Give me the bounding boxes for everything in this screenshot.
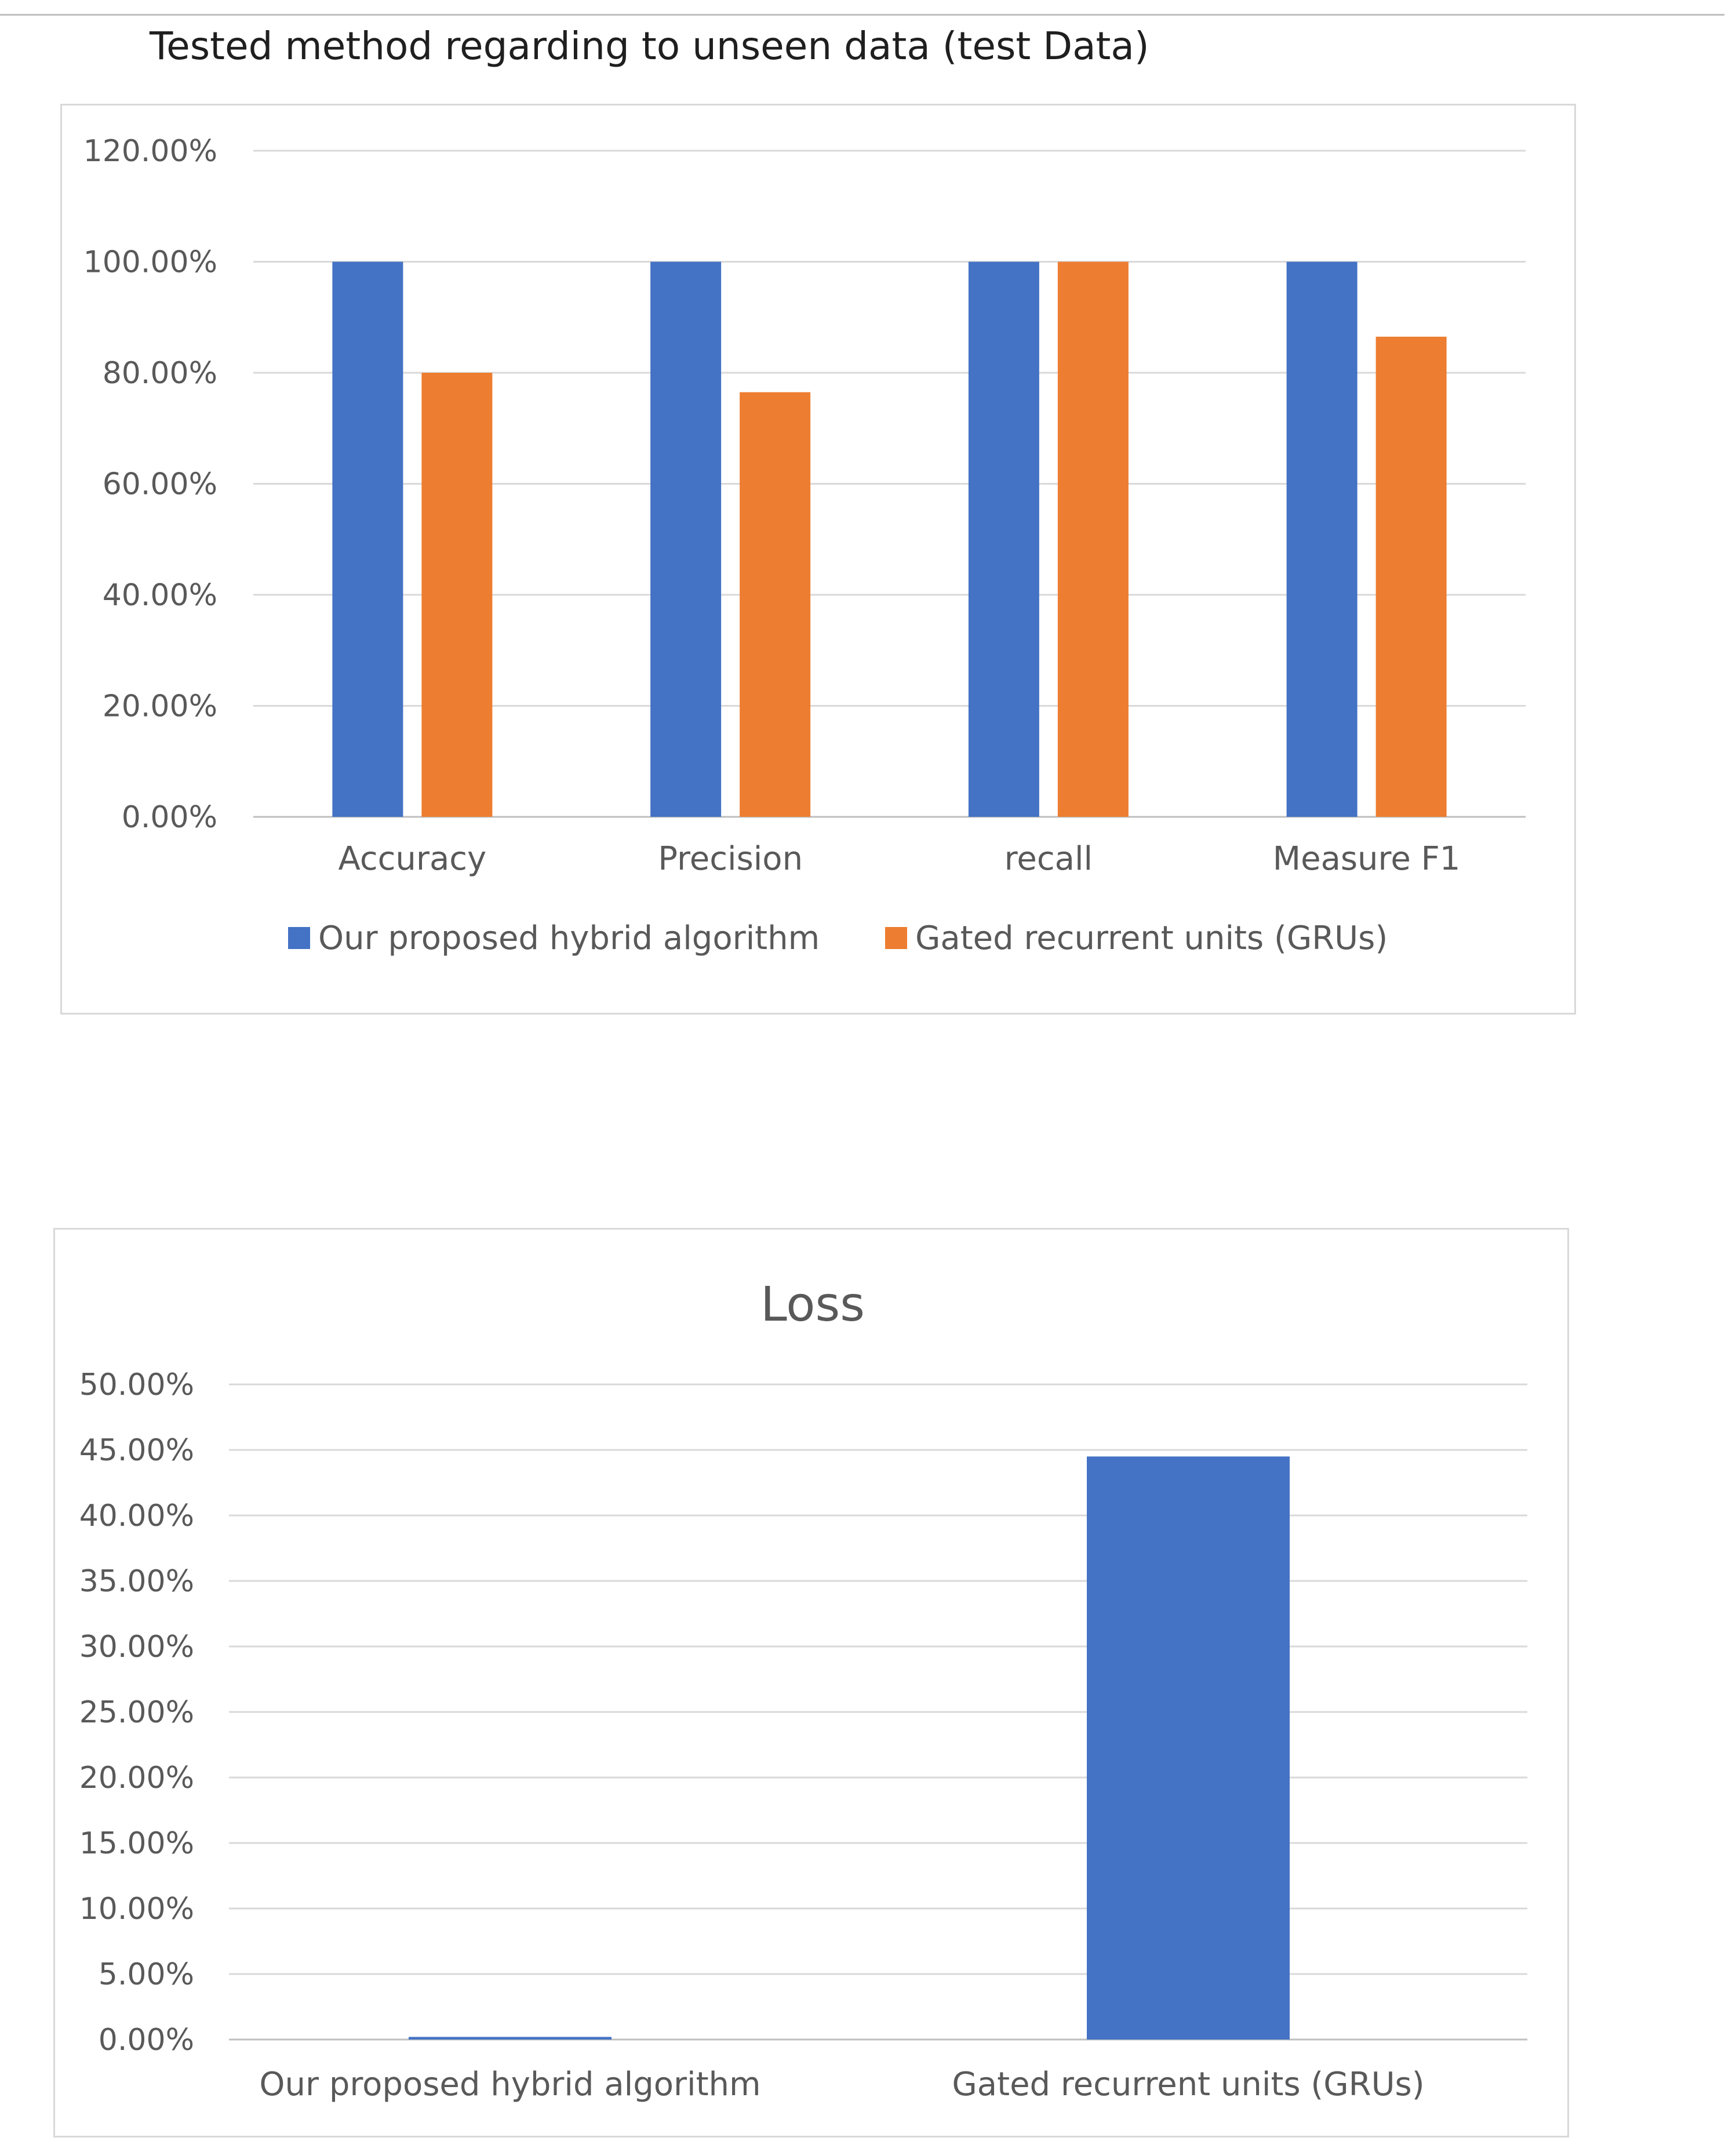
y-tick-label: 40.00% — [79, 1499, 194, 1533]
bar-gru-measure-f1 — [1375, 336, 1447, 817]
y-tick-label: 35.00% — [79, 1564, 194, 1599]
legend-label: Gated recurrent units (GRUs) — [915, 919, 1388, 957]
y-tick-label: 25.00% — [79, 1695, 194, 1730]
bar-hybrid-precision — [650, 261, 722, 817]
y-tick-label: 15.00% — [79, 1826, 194, 1861]
bar-loss-gru — [1087, 1456, 1290, 2040]
y-tick-label: 5.00% — [99, 1957, 194, 1992]
bar-hybrid-measure-f1 — [1286, 261, 1357, 817]
x-category-label: Our proposed hybrid algorithm — [259, 2066, 760, 2103]
y-tick-label: 20.00% — [103, 689, 217, 724]
y-tick-label: 40.00% — [103, 578, 217, 613]
y-tick-label: 100.00% — [83, 245, 217, 280]
x-category-label: Gated recurrent units (GRUs) — [952, 2066, 1424, 2103]
y-tick-label: 45.00% — [79, 1433, 194, 1468]
bar-gru-accuracy — [421, 373, 493, 817]
metrics-chart-frame: 0.00% 20.00% 40.00% 60.00% 80.00% 100.00% 120.… — [60, 104, 1576, 1015]
metrics-bar-chart: 0.00% 20.00% 40.00% 60.00% 80.00% 100.00% 120.… — [83, 134, 1526, 957]
y-tick-label: 10.00% — [79, 1892, 194, 1926]
loss-chart-frame: Loss 0.00% 5.00% 10.00% 15.00% 20.00% 25.00% 30… — [53, 1228, 1569, 2138]
page-title: Tested method regarding to unseen data (… — [150, 24, 1149, 68]
bar-hybrid-recall — [968, 261, 1039, 817]
legend-label: Our proposed hybrid algorithm — [318, 919, 820, 957]
y-tick-label: 0.00% — [122, 800, 217, 835]
x-category-label: Measure F1 — [1273, 840, 1461, 878]
x-category-label: Accuracy — [339, 840, 487, 878]
bar-loss-hybrid — [409, 2037, 612, 2040]
y-tick-label: 80.00% — [103, 356, 217, 391]
y-tick-label: 30.00% — [79, 1630, 194, 1664]
x-category-label: Precision — [658, 840, 803, 878]
y-tick-label: 0.00% — [99, 2023, 194, 2058]
legend-swatch — [885, 927, 907, 949]
y-tick-label: 60.00% — [103, 467, 217, 502]
bar-gru-recall — [1057, 261, 1129, 817]
y-tick-label: 20.00% — [79, 1761, 194, 1795]
chart-title: Loss — [760, 1277, 865, 1332]
x-category-label: recall — [1005, 840, 1093, 878]
loss-bar-chart: Loss 0.00% 5.00% 10.00% 15.00% 20.00% 25.00% 30… — [79, 1277, 1527, 2103]
top-divider — [0, 14, 1724, 16]
bar-gru-precision — [740, 392, 811, 817]
bar-hybrid-accuracy — [332, 261, 403, 817]
legend-swatch — [288, 927, 310, 949]
y-tick-label: 120.00% — [83, 134, 217, 169]
y-tick-label: 50.00% — [79, 1368, 194, 1402]
